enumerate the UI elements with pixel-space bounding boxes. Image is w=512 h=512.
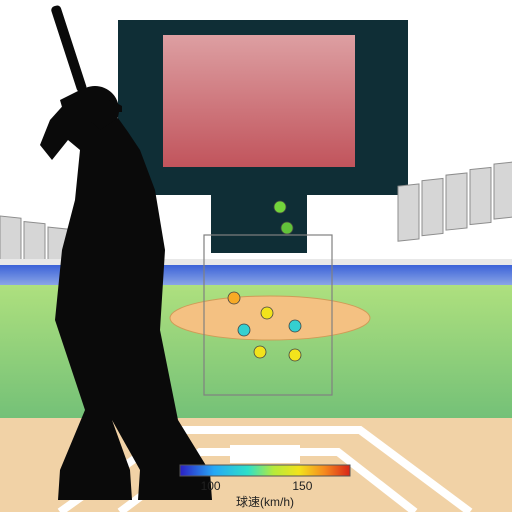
pitch-marker bbox=[238, 324, 250, 336]
stand-slat bbox=[398, 184, 419, 241]
pitch-marker bbox=[254, 346, 266, 358]
pitch-marker bbox=[274, 201, 286, 213]
home-plate bbox=[230, 445, 300, 463]
speed-colorbar bbox=[180, 465, 350, 476]
colorbar-tick-label: 100 bbox=[201, 479, 221, 493]
pitch-marker bbox=[289, 349, 301, 361]
stand-slat bbox=[494, 162, 512, 219]
scoreboard-pillar bbox=[211, 195, 307, 253]
pitch-marker bbox=[289, 320, 301, 332]
colorbar-tick-label: 150 bbox=[292, 479, 312, 493]
pitch-location-chart: 100 150 球速(km/h) bbox=[0, 0, 512, 512]
pitch-marker bbox=[228, 292, 240, 304]
scoreboard-screen bbox=[163, 35, 355, 167]
stand-slat bbox=[422, 178, 443, 235]
pitch-marker bbox=[261, 307, 273, 319]
colorbar-axis-label: 球速(km/h) bbox=[236, 495, 294, 509]
stand-slat bbox=[446, 173, 467, 230]
stand-slat bbox=[470, 167, 491, 224]
pitch-marker bbox=[281, 222, 293, 234]
